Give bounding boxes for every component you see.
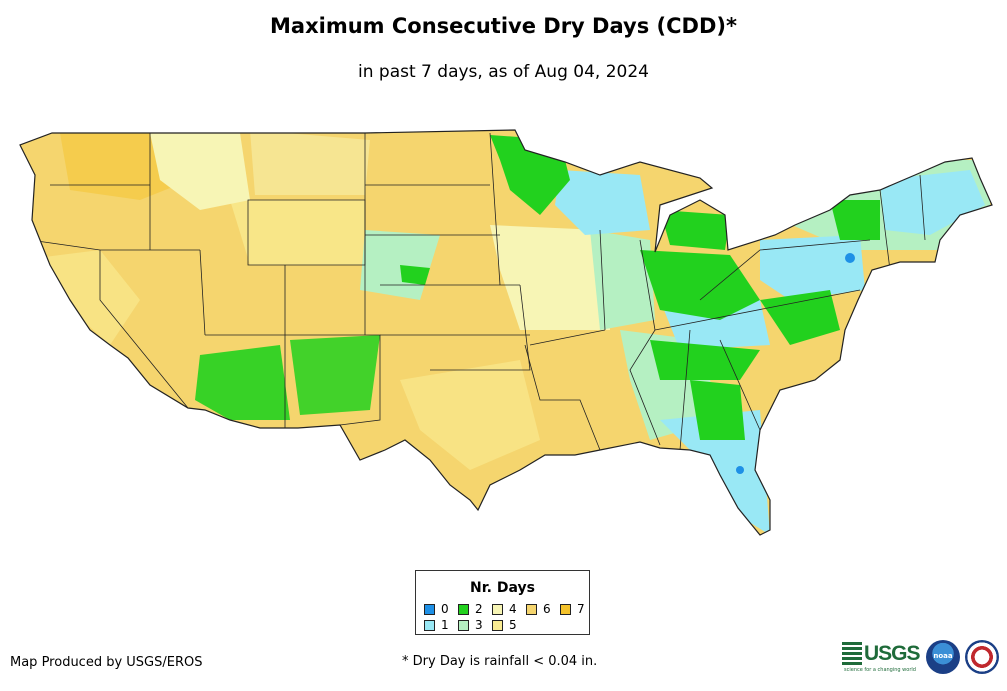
legend-label: 0 [441,602,449,616]
usgs-wave-icon [842,642,862,666]
patch-2-days [400,265,430,285]
patch-4-days [250,130,370,195]
usgs-tagline: science for a changing world [844,667,916,673]
patch-2-days [760,290,840,345]
nws-logo [965,640,999,674]
patch-1-day [760,235,865,300]
dry-day-footnote: * Dry Day is rainfall < 0.04 in. [402,654,598,669]
patch-0-days [845,253,855,263]
legend-swatch [458,619,469,631]
usgs-logo: USGS [842,642,921,666]
map-credit: Map Produced by USGS/EROS [10,655,203,670]
legend-label: 7 [577,602,585,616]
patch-1-day [555,170,650,235]
patch-4-days [490,225,610,330]
legend-item-7: 7 [560,602,585,616]
patch-2-days [690,380,745,440]
legend-item-2: 2 [458,602,483,616]
legend-title: Nr. Days [470,580,535,596]
patch-2-days [660,210,730,250]
legend-label: 1 [441,618,449,632]
legend-item-5: 5 [492,618,517,632]
patch-5-days [230,200,365,265]
patch-4-days [150,133,250,210]
legend-swatch [424,603,435,615]
noaa-logo-text: noaa [933,652,953,660]
legend-item-0: 0 [424,602,449,616]
agency-logos: USGS science for a changing world noaa [842,638,1002,678]
legend-item-1: 1 [424,618,449,632]
patch-3-days [590,230,655,330]
map-title: Maximum Consecutive Dry Days (CDD)* [270,14,737,38]
legend-swatch [458,603,469,615]
patch-2-days [830,200,880,240]
patch-2-days [290,335,380,415]
patch-0-days [736,466,744,474]
legend-swatch [492,603,503,615]
legend-label: 5 [509,618,517,632]
land-base [20,130,992,535]
patch-2-days [195,345,290,420]
legend-item-6: 6 [526,602,551,616]
legend-label: 6 [543,602,551,616]
legend: Nr. Days 0 1 2 3 4 5 6 7 [415,570,590,635]
patch-5-days [400,360,540,470]
legend-swatch [526,603,537,615]
legend-swatch [424,619,435,631]
usgs-logo-text: USGS [864,642,921,665]
patch-1-day [880,170,985,235]
patch-2-days [650,340,760,380]
legend-label: 2 [475,602,483,616]
patch-2-days [640,250,760,320]
legend-item-4: 4 [492,602,517,616]
legend-label: 3 [475,618,483,632]
legend-label: 4 [509,602,517,616]
map-subtitle: in past 7 days, as of Aug 04, 2024 [358,62,649,82]
dry-day-patches [20,130,990,535]
noaa-logo: noaa [926,640,960,674]
legend-swatch [492,619,503,631]
legend-swatch [560,603,571,615]
state-borders [29,132,926,451]
legend-item-3: 3 [458,618,483,632]
